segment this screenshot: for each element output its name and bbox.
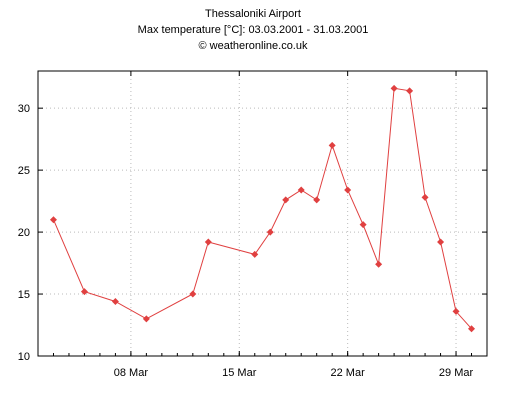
data-point bbox=[142, 315, 150, 323]
y-tick-label: 20 bbox=[18, 227, 30, 239]
data-point bbox=[344, 186, 352, 194]
data-point bbox=[49, 216, 57, 224]
data-point bbox=[328, 141, 336, 149]
chart-title: Thessaloniki Airport bbox=[205, 8, 301, 20]
y-tick-label: 25 bbox=[18, 165, 30, 177]
data-point bbox=[266, 228, 274, 236]
data-point bbox=[468, 325, 476, 333]
chart-titles: Thessaloniki Airport Max temperature [°C… bbox=[0, 6, 506, 54]
grid bbox=[38, 71, 487, 356]
data-point bbox=[359, 221, 367, 229]
series-line bbox=[53, 87, 472, 330]
chart-subtitle: Max temperature [°C]: 03.03.2001 - 31.03… bbox=[137, 24, 369, 36]
data-point bbox=[375, 260, 383, 268]
y-tick-label: 15 bbox=[18, 289, 30, 301]
chart-credit: © weatheronline.co.uk bbox=[198, 40, 308, 52]
data-point bbox=[313, 196, 321, 204]
data-point bbox=[189, 290, 197, 298]
data-point bbox=[80, 288, 88, 296]
y-tick-label: 10 bbox=[18, 351, 30, 363]
data-point bbox=[204, 238, 212, 246]
data-point bbox=[282, 196, 290, 204]
x-axis: 08 Mar 15 Mar 22 Mar 29 Mar bbox=[37, 71, 488, 379]
x-tick-label: 22 Mar bbox=[331, 367, 366, 379]
x-tick-label: 15 Mar bbox=[222, 367, 257, 379]
data-point bbox=[390, 84, 398, 92]
x-tick-label: 29 Mar bbox=[439, 367, 474, 379]
data-point bbox=[111, 297, 119, 305]
series-max-temperature bbox=[49, 84, 476, 333]
plot-frame bbox=[37, 70, 488, 357]
data-point bbox=[437, 238, 445, 246]
x-tick-label: 08 Mar bbox=[114, 367, 149, 379]
data-point bbox=[406, 87, 414, 95]
data-point bbox=[297, 186, 305, 194]
data-point bbox=[452, 307, 460, 315]
data-point bbox=[421, 193, 429, 201]
y-tick-label: 30 bbox=[18, 103, 30, 115]
data-point bbox=[251, 250, 259, 258]
y-axis: 10 15 20 25 30 bbox=[18, 103, 487, 363]
